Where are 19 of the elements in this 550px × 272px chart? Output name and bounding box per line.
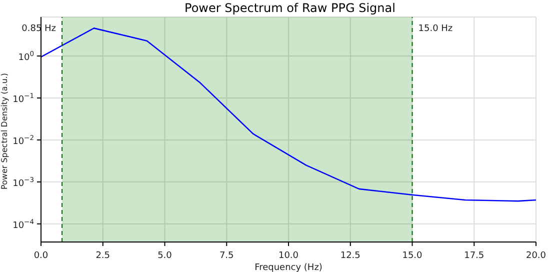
x-tick-label: 17.5 [464, 251, 484, 261]
y-tick-label: 10$^{0}$ [18, 50, 34, 64]
x-tick-label: 2.5 [96, 251, 110, 261]
y-tick-label: 10$^{−4}$ [12, 218, 34, 231]
x-tick-label: 5.0 [158, 251, 172, 261]
x-tick-label: 20.0 [526, 251, 546, 261]
x-tick-label: 0.0 [34, 251, 48, 261]
ref-line-label: 0.85 Hz [22, 24, 56, 34]
x-tick-label: 10.0 [278, 251, 299, 261]
x-axis-title: Frequency (Hz) [254, 263, 322, 272]
y-tick-label: 10$^{−1}$ [12, 92, 34, 105]
y-tick-label: 10$^{−3}$ [12, 176, 34, 189]
chart-title: Power Spectrum of Raw PPG Signal [184, 1, 396, 15]
y-tick-label: 10$^{−2}$ [12, 134, 34, 147]
x-tick-label: 15.0 [402, 251, 423, 261]
y-axis-title: Power Spectral Density (a.u.) [0, 72, 9, 190]
x-tick-label: 12.5 [340, 251, 360, 261]
x-tick-label: 7.5 [219, 251, 234, 261]
ref-line-label: 15.0 Hz [418, 24, 453, 34]
